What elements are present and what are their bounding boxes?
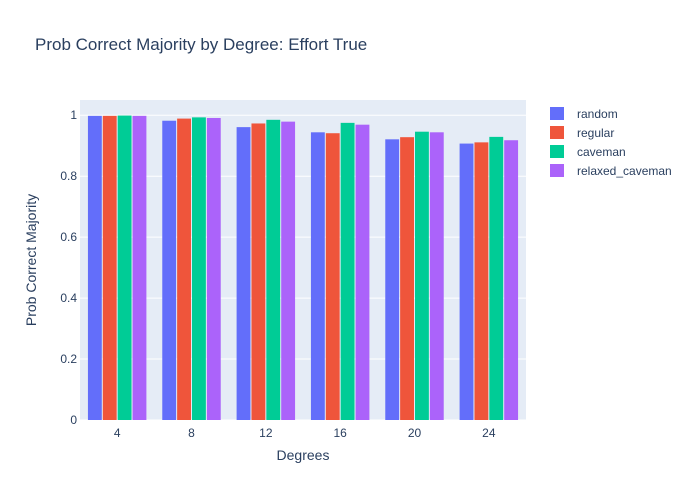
bar-random-4: [87, 115, 102, 420]
legend-label-random: random: [577, 107, 618, 121]
y-tick-label: 1: [70, 108, 77, 122]
gridlines: [80, 114, 526, 421]
bar-caveman-4: [117, 115, 132, 421]
legend-swatch-regular: [550, 126, 564, 139]
bar-caveman-20: [415, 131, 429, 420]
y-tick-label: 0: [70, 413, 77, 427]
bar-caveman-16: [340, 122, 355, 420]
bar-relaxed_caveman-12: [281, 121, 296, 420]
bar-regular-20: [400, 137, 414, 420]
legend-label-caveman: caveman: [577, 145, 626, 159]
bar-regular-4: [102, 115, 117, 420]
legend-label-relaxed_caveman: relaxed_caveman: [577, 164, 672, 178]
bar-random-8: [162, 120, 177, 420]
chart-title: Prob Correct Majority by Degree: Effort …: [35, 35, 367, 54]
bar-random-24: [459, 143, 474, 421]
bar-relaxed_caveman-8: [206, 117, 221, 420]
bar-caveman-8: [192, 117, 206, 420]
legend-swatch-caveman: [550, 145, 564, 158]
x-tick-label: 24: [482, 426, 496, 440]
bar-regular-8: [177, 118, 191, 420]
x-axis-ticks: 4 8 12 16 20 24: [114, 426, 496, 440]
bar-regular-12: [251, 123, 266, 420]
bars: [87, 115, 519, 421]
plot-area: [80, 100, 526, 420]
x-tick-label: 12: [259, 426, 273, 440]
legend-label-regular: regular: [577, 126, 614, 140]
x-tick-label: 20: [408, 426, 422, 440]
x-tick-label: 8: [188, 426, 195, 440]
bar-relaxed_caveman-16: [355, 124, 370, 420]
x-tick-label: 4: [114, 426, 121, 440]
y-axis-ticks: 0 0.2 0.4 0.6 0.8 1: [60, 108, 77, 427]
y-axis-title: Prob Correct Majority: [23, 194, 39, 326]
bar-random-20: [385, 139, 400, 421]
bar-caveman-24: [489, 136, 504, 420]
bar-caveman-12: [266, 119, 281, 421]
y-tick-label: 0.2: [60, 352, 77, 366]
x-axis-title: Degrees: [277, 447, 330, 463]
bar-relaxed_caveman-20: [429, 132, 444, 421]
legend: random regular caveman relaxed_caveman: [550, 107, 672, 178]
y-tick-label: 0.6: [60, 230, 77, 244]
bar-relaxed_caveman-24: [504, 140, 519, 420]
bar-random-16: [310, 132, 325, 421]
legend-swatch-relaxed_caveman: [550, 164, 564, 177]
bar-random-12: [236, 127, 251, 420]
x-tick-label: 16: [333, 426, 347, 440]
bar-regular-24: [474, 142, 489, 420]
y-tick-label: 0.8: [60, 169, 77, 183]
bar-regular-16: [325, 133, 340, 420]
bar-relaxed_caveman-4: [132, 115, 147, 420]
y-tick-label: 0.4: [60, 291, 77, 305]
legend-swatch-random: [550, 107, 564, 120]
